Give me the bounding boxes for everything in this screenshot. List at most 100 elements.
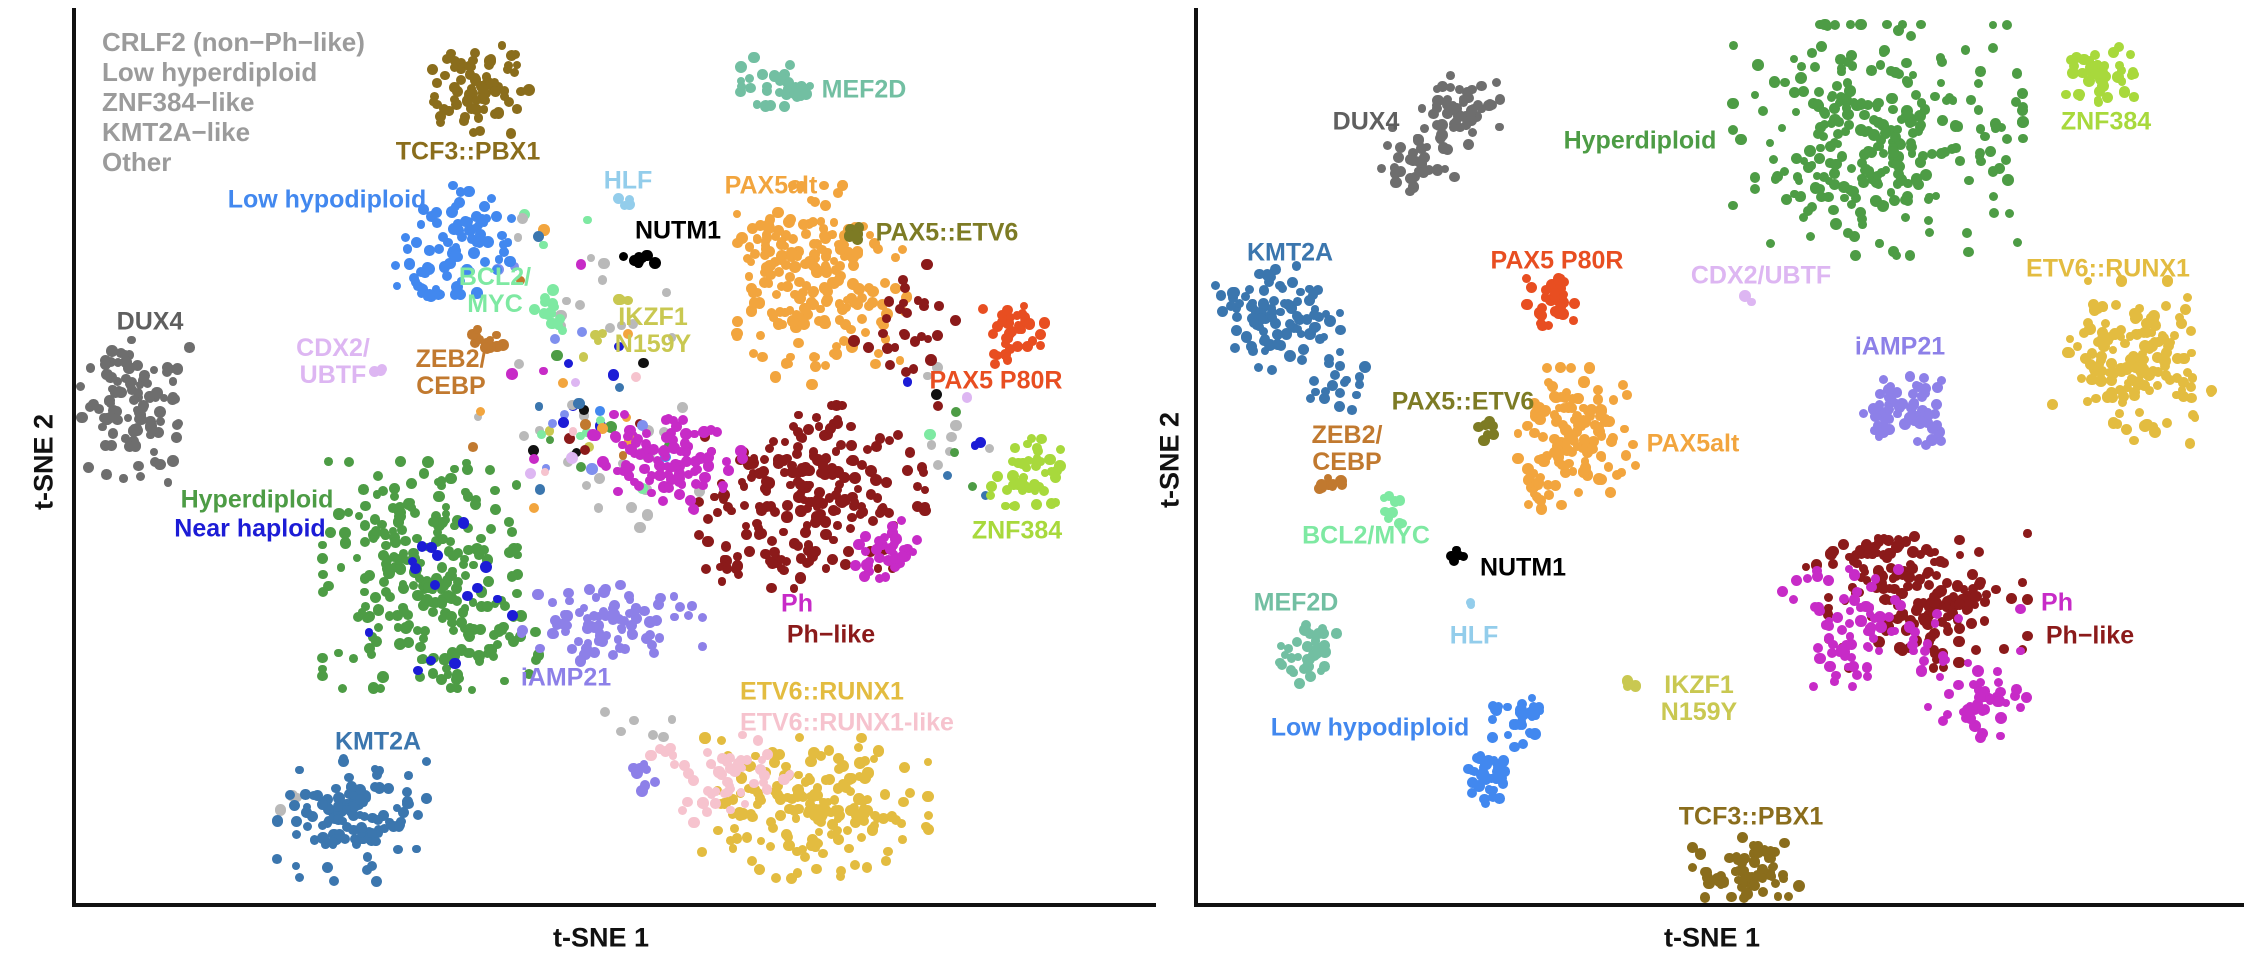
data-point: [832, 506, 841, 516]
data-point: [879, 545, 889, 555]
data-point: [1034, 328, 1046, 340]
data-point: [1305, 655, 1315, 665]
data-point: [725, 782, 734, 791]
data-point: [1842, 78, 1852, 88]
data-point: [2129, 92, 2139, 102]
data-point: [882, 313, 891, 323]
data-point: [500, 677, 509, 686]
data-point: [1848, 61, 1858, 71]
data-point: [889, 552, 901, 564]
data-point: [85, 402, 96, 413]
data-point: [1528, 701, 1539, 712]
data-point: [168, 377, 178, 386]
data-point: [814, 422, 824, 431]
data-point: [1977, 704, 1987, 715]
data-point: [2125, 353, 2137, 365]
data-point: [440, 70, 451, 81]
data-point: [1488, 715, 1497, 725]
data-point: [880, 533, 890, 542]
data-point: [415, 641, 426, 653]
data-point: [331, 783, 341, 793]
data-point: [677, 805, 688, 816]
data-point: [367, 682, 380, 694]
data-point: [1347, 405, 1357, 415]
data-point: [1939, 557, 1950, 568]
data-point: [717, 753, 728, 764]
data-point: [746, 472, 757, 483]
data-point: [820, 528, 832, 541]
data-point: [2134, 407, 2145, 417]
data-point: [1896, 644, 1909, 657]
data-point: [437, 614, 447, 624]
data-point: [464, 647, 475, 658]
data-point: [340, 834, 351, 845]
data-point: [702, 786, 713, 797]
data-point: [455, 644, 468, 656]
data-point: [868, 238, 880, 250]
data-point: [1870, 426, 1879, 436]
data-point: [741, 528, 753, 540]
data-point: [1943, 626, 1954, 637]
data-point: [332, 801, 344, 812]
cluster-label-line: N159Y: [1660, 698, 1738, 726]
data-point: [468, 598, 478, 607]
data-point: [808, 248, 820, 260]
data-point: [476, 93, 488, 104]
data-point: [989, 358, 1000, 369]
data-point: [775, 71, 786, 82]
data-point: [1564, 432, 1574, 442]
data-point: [1936, 616, 1948, 628]
data-point: [430, 206, 443, 219]
cluster-label-line: BCL2/MYC: [1302, 521, 1430, 550]
data-point: [101, 368, 113, 380]
data-point: [291, 830, 302, 840]
data-point: [1405, 186, 1415, 197]
data-point: [358, 484, 369, 495]
cluster-label-ph: Ph: [781, 590, 813, 618]
cluster-label-znf384: ZNF384: [972, 517, 1062, 545]
data-point: [1593, 385, 1604, 395]
data-point: [841, 303, 851, 313]
data-point: [1863, 126, 1873, 136]
data-point: [1905, 137, 1917, 149]
data-point: [524, 468, 536, 480]
data-point: [819, 798, 828, 807]
data-point: [549, 615, 561, 627]
data-point: [1883, 423, 1895, 436]
data-point: [912, 482, 922, 492]
data-point: [100, 439, 112, 452]
data-point: [932, 460, 943, 471]
data-point: [668, 463, 678, 473]
data-point: [667, 333, 677, 342]
data-point: [121, 434, 130, 443]
data-point: [642, 765, 652, 775]
data-point: [595, 415, 605, 425]
data-point: [916, 462, 928, 473]
data-point: [1795, 193, 1804, 202]
data-point: [434, 244, 445, 255]
data-point: [563, 432, 576, 444]
data-point: [783, 839, 795, 852]
data-point: [349, 653, 358, 663]
data-point: [2106, 392, 2118, 404]
data-point: [619, 615, 630, 626]
data-point: [1407, 181, 1420, 193]
data-point: [362, 852, 373, 862]
data-point: [1921, 440, 1932, 451]
data-point: [1276, 642, 1285, 651]
data-point: [702, 536, 714, 548]
data-point: [491, 264, 502, 275]
data-point: [1937, 715, 1948, 726]
data-point: [1976, 156, 1986, 167]
data-point: [874, 573, 884, 583]
data-point: [1316, 479, 1328, 491]
data-point: [2006, 593, 2018, 604]
cluster-label-line: Hyperdiploid: [1563, 126, 1717, 155]
data-point: [849, 816, 861, 829]
data-point: [919, 297, 930, 308]
data-point: [1833, 129, 1844, 140]
data-point: [821, 775, 831, 785]
data-point: [1392, 151, 1405, 164]
data-point: [1857, 550, 1867, 560]
data-point: [512, 61, 522, 70]
